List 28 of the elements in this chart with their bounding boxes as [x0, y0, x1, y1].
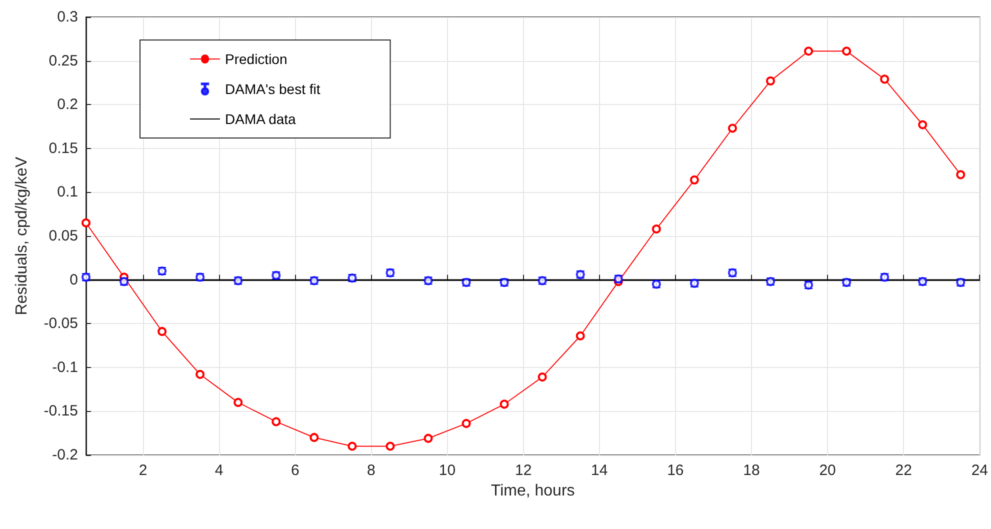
x-tick-label: 24 [971, 462, 988, 479]
x-axis-title: Time, hours [490, 482, 575, 500]
y-tick-label: -0.1 [52, 358, 78, 376]
y-tick-label: 0 [70, 271, 78, 288]
y-tick-label: 0.15 [48, 140, 78, 157]
y-tick-label: -0.15 [44, 402, 78, 420]
y-tick-label: -0.2 [52, 446, 78, 464]
y-tick-label: 0.05 [48, 228, 78, 244]
y-tick-label: -0.05 [44, 315, 78, 332]
legend-label: DAMA data [225, 111, 296, 127]
y-tick-label: 0.25 [48, 52, 78, 70]
x-tick-label: 16 [667, 462, 684, 479]
x-tick-label: 14 [591, 462, 608, 479]
x-tick-label: 18 [743, 462, 760, 479]
y-axis-title: Residuals, cpd/kg/keV [14, 156, 30, 316]
x-tick-label: 8 [367, 462, 376, 479]
x-tick-label: 2 [138, 462, 148, 479]
x-tick-label: 20 [819, 462, 836, 479]
y-tick-label: 0.3 [57, 8, 78, 26]
x-tick-label: 4 [214, 462, 224, 479]
y-tick-label: 0.2 [57, 96, 78, 114]
legend-label: Prediction [225, 51, 288, 67]
x-tick-label: 10 [438, 462, 456, 479]
x-tick-label: 22 [895, 462, 912, 479]
x-tick-label: 12 [514, 462, 532, 479]
x-tick-label: 6 [290, 462, 300, 479]
legend-label: DAMA's best fit [225, 81, 320, 97]
y-tick-label: 0.1 [57, 184, 78, 201]
